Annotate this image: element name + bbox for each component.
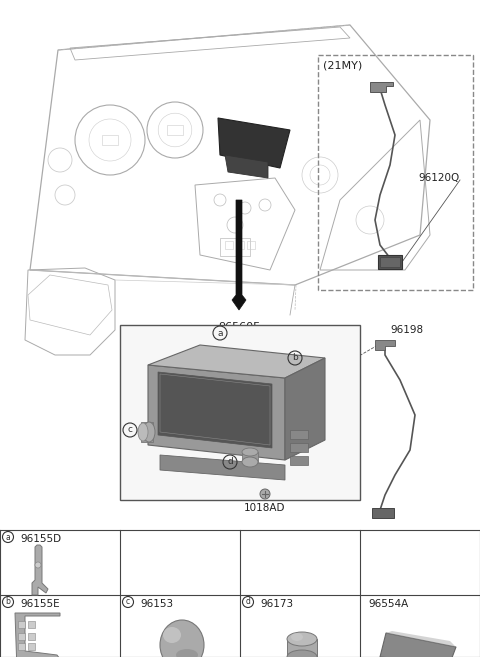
Bar <box>372 508 394 518</box>
Bar <box>318 55 473 290</box>
Bar <box>141 422 153 442</box>
Polygon shape <box>15 613 60 657</box>
Circle shape <box>260 489 270 499</box>
Text: c: c <box>126 597 130 606</box>
Text: a: a <box>6 533 11 541</box>
Bar <box>18 621 25 628</box>
Ellipse shape <box>242 457 258 467</box>
Ellipse shape <box>287 650 317 657</box>
Bar <box>220 238 250 256</box>
Bar <box>18 633 25 640</box>
Text: a: a <box>217 328 223 338</box>
Text: b: b <box>6 597 11 606</box>
Ellipse shape <box>287 632 317 646</box>
Text: d: d <box>246 597 251 606</box>
Polygon shape <box>370 82 393 92</box>
Text: c: c <box>128 426 132 434</box>
Bar <box>380 257 400 267</box>
Polygon shape <box>375 340 395 350</box>
Ellipse shape <box>138 423 148 441</box>
Bar <box>378 255 402 269</box>
Bar <box>102 135 118 145</box>
Polygon shape <box>32 545 48 595</box>
Text: 96554A: 96554A <box>368 599 408 609</box>
Polygon shape <box>158 372 272 448</box>
Ellipse shape <box>163 627 181 643</box>
Text: 96155D: 96155D <box>20 534 61 544</box>
Bar <box>287 639 317 657</box>
Bar <box>167 125 183 135</box>
Polygon shape <box>380 633 456 657</box>
Bar <box>247 241 255 249</box>
Bar <box>236 241 244 249</box>
Text: 96560F: 96560F <box>218 322 260 332</box>
Text: b: b <box>292 353 298 363</box>
Bar <box>18 643 25 650</box>
Polygon shape <box>285 358 325 460</box>
Text: 96155E: 96155E <box>20 599 60 609</box>
Text: 96120Q: 96120Q <box>419 173 460 183</box>
Bar <box>225 241 233 249</box>
Ellipse shape <box>160 620 204 657</box>
Bar <box>290 456 308 465</box>
Polygon shape <box>232 200 246 310</box>
Bar <box>290 430 308 439</box>
Circle shape <box>35 562 41 568</box>
Ellipse shape <box>176 649 198 657</box>
Bar <box>242 452 258 462</box>
Bar <box>28 633 35 640</box>
Text: 96198: 96198 <box>390 325 423 335</box>
Bar <box>290 443 308 452</box>
Text: d: d <box>227 457 233 466</box>
Text: 1018AD: 1018AD <box>244 503 286 513</box>
Polygon shape <box>386 631 456 647</box>
Polygon shape <box>148 365 285 460</box>
Text: 96173: 96173 <box>260 599 293 609</box>
Bar <box>28 621 35 628</box>
Polygon shape <box>225 155 268 178</box>
Polygon shape <box>218 118 290 168</box>
Polygon shape <box>160 455 285 480</box>
Ellipse shape <box>291 633 303 641</box>
Ellipse shape <box>143 422 155 442</box>
Text: 96153: 96153 <box>140 599 173 609</box>
Text: (21MY): (21MY) <box>323 60 362 70</box>
Bar <box>28 643 35 650</box>
Bar <box>120 325 360 500</box>
Polygon shape <box>148 345 325 378</box>
Ellipse shape <box>242 448 258 456</box>
